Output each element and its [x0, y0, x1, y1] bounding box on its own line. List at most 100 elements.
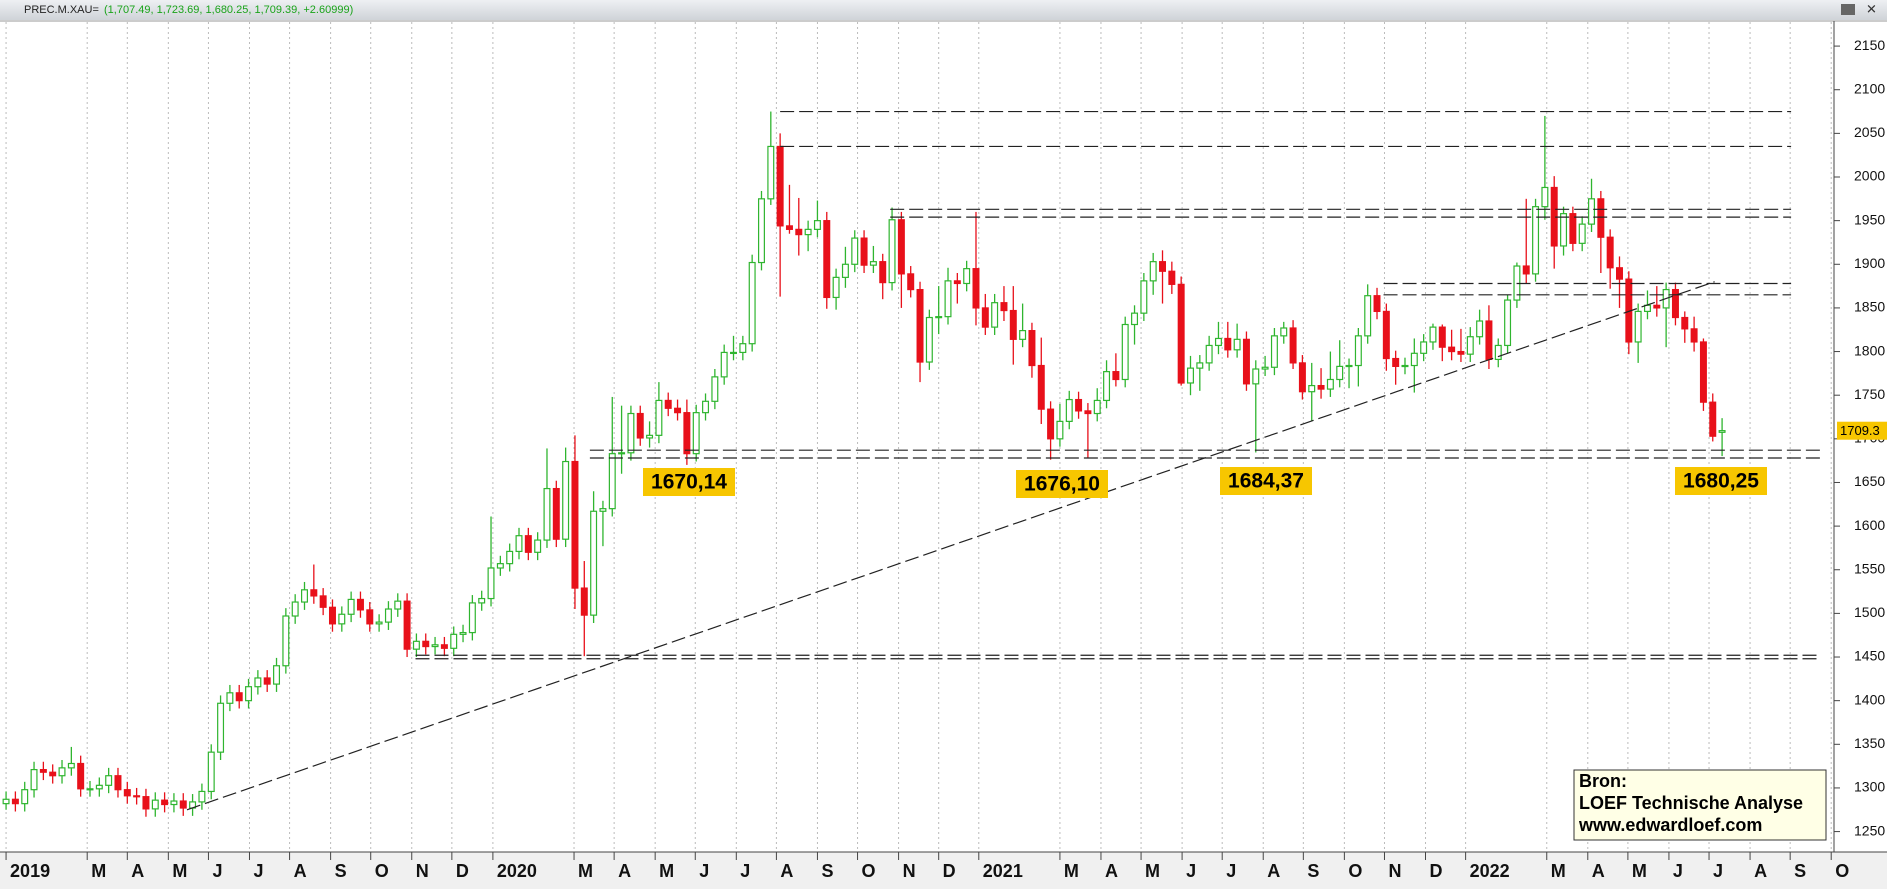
- candle-body: [1298, 362, 1306, 393]
- candle-body: [1308, 384, 1316, 393]
- candle-body: [1392, 357, 1400, 367]
- x-tick-label: 2022: [1470, 861, 1510, 881]
- candle-body: [1196, 362, 1204, 369]
- candle-body: [1205, 344, 1213, 364]
- candle-body: [1009, 309, 1017, 340]
- candle-body: [161, 799, 169, 806]
- x-tick-label: M: [1632, 861, 1647, 881]
- candle-body: [776, 145, 784, 227]
- x-tick-label: N: [1388, 861, 1401, 881]
- candle-body: [1681, 316, 1689, 330]
- y-tick-label: 1550: [1854, 560, 1885, 576]
- candle-body: [403, 600, 411, 650]
- annotation-label: 1684,37: [1228, 470, 1304, 493]
- candle-body: [282, 615, 290, 667]
- candle-body: [608, 453, 616, 510]
- candle-body: [1457, 350, 1465, 355]
- y-tick-label: 1950: [1854, 211, 1885, 227]
- x-tick-label: O: [1348, 861, 1362, 881]
- candle-body: [1084, 410, 1092, 415]
- candle-body: [338, 613, 346, 625]
- candle-body: [674, 407, 682, 414]
- source-line: Bron:: [1579, 771, 1627, 791]
- candle-body: [795, 228, 803, 236]
- candle-body: [394, 600, 402, 610]
- close-button[interactable]: ✕: [1866, 1, 1877, 16]
- candle-body: [1690, 328, 1698, 343]
- candle-body: [67, 762, 75, 769]
- candle-body: [1699, 341, 1707, 403]
- candle-body: [823, 220, 831, 299]
- candle-body: [925, 316, 933, 363]
- candle-body: [2, 798, 10, 805]
- candle-body: [245, 686, 253, 702]
- candle-body: [77, 762, 85, 790]
- candle-body: [935, 316, 943, 319]
- candle-body: [235, 692, 243, 702]
- candle-body: [524, 535, 532, 553]
- candle-body: [1476, 320, 1484, 338]
- candle-body: [1000, 302, 1008, 312]
- candle-body: [655, 399, 663, 436]
- candle-body: [375, 621, 383, 625]
- x-tick-label: 2021: [983, 861, 1023, 881]
- window-icon[interactable]: [1841, 4, 1855, 15]
- candle-body: [328, 606, 336, 625]
- candle-body: [384, 608, 392, 623]
- candle-body: [1317, 384, 1325, 390]
- x-tick-label: M: [1064, 861, 1079, 881]
- candle-body: [86, 788, 94, 791]
- y-tick-label: 1900: [1854, 255, 1885, 271]
- x-tick-label: A: [131, 861, 144, 881]
- y-tick-label: 1800: [1854, 342, 1885, 358]
- y-tick-label: 1600: [1854, 517, 1885, 533]
- candle-body: [1532, 206, 1540, 275]
- annotation-box: [1675, 467, 1767, 495]
- candle-body: [431, 644, 439, 648]
- candle-body: [1224, 337, 1232, 351]
- candle-body: [179, 800, 187, 809]
- candle-body: [347, 598, 355, 615]
- candle-body: [1345, 364, 1353, 368]
- candle-body: [869, 261, 877, 266]
- candle-body: [1616, 267, 1623, 280]
- candle-body: [1037, 364, 1045, 410]
- candle-body: [907, 273, 915, 291]
- annotation-box: [643, 468, 735, 496]
- candle-body: [720, 351, 728, 378]
- candle-body: [1671, 288, 1679, 319]
- candle-body: [599, 508, 607, 512]
- candle-body: [543, 487, 551, 541]
- x-tick-label: J: [1186, 861, 1196, 881]
- candle-body: [95, 784, 103, 790]
- candle-body: [1093, 399, 1101, 415]
- candle-body: [412, 640, 420, 650]
- candle-body: [478, 597, 486, 604]
- y-tick-label: 2100: [1854, 80, 1885, 96]
- candle-body: [1168, 270, 1176, 285]
- x-tick-label: O: [1835, 861, 1849, 881]
- last-price-label: 1709.3: [1840, 423, 1880, 438]
- candle-body: [1429, 326, 1437, 343]
- candle-body: [552, 487, 560, 540]
- y-tick-label: 1300: [1854, 779, 1885, 795]
- y-tick-label: 1500: [1854, 604, 1885, 620]
- source-line: LOEF Technische Analyse: [1579, 793, 1803, 813]
- candle-body: [757, 198, 765, 264]
- x-tick-label: A: [1754, 861, 1767, 881]
- x-tick-label: A: [1592, 861, 1605, 881]
- candle-body: [730, 351, 737, 355]
- y-tick-label: 1650: [1854, 473, 1885, 489]
- candle-body: [692, 412, 700, 455]
- x-tick-label: J: [253, 861, 263, 881]
- candle-body: [888, 219, 896, 284]
- x-tick-label: D: [456, 861, 469, 881]
- candle-body: [702, 400, 710, 414]
- candle-body: [1112, 371, 1120, 381]
- last-price-box: [1837, 421, 1887, 440]
- candle-body: [21, 789, 29, 805]
- candle-body: [1214, 337, 1222, 347]
- candle-body: [981, 307, 989, 328]
- x-tick-label: N: [416, 861, 429, 881]
- x-axis-strip: [0, 852, 1887, 889]
